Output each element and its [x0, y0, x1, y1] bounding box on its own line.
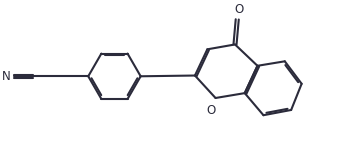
Text: O: O	[206, 104, 216, 117]
Text: N: N	[2, 70, 11, 83]
Text: O: O	[234, 3, 244, 16]
